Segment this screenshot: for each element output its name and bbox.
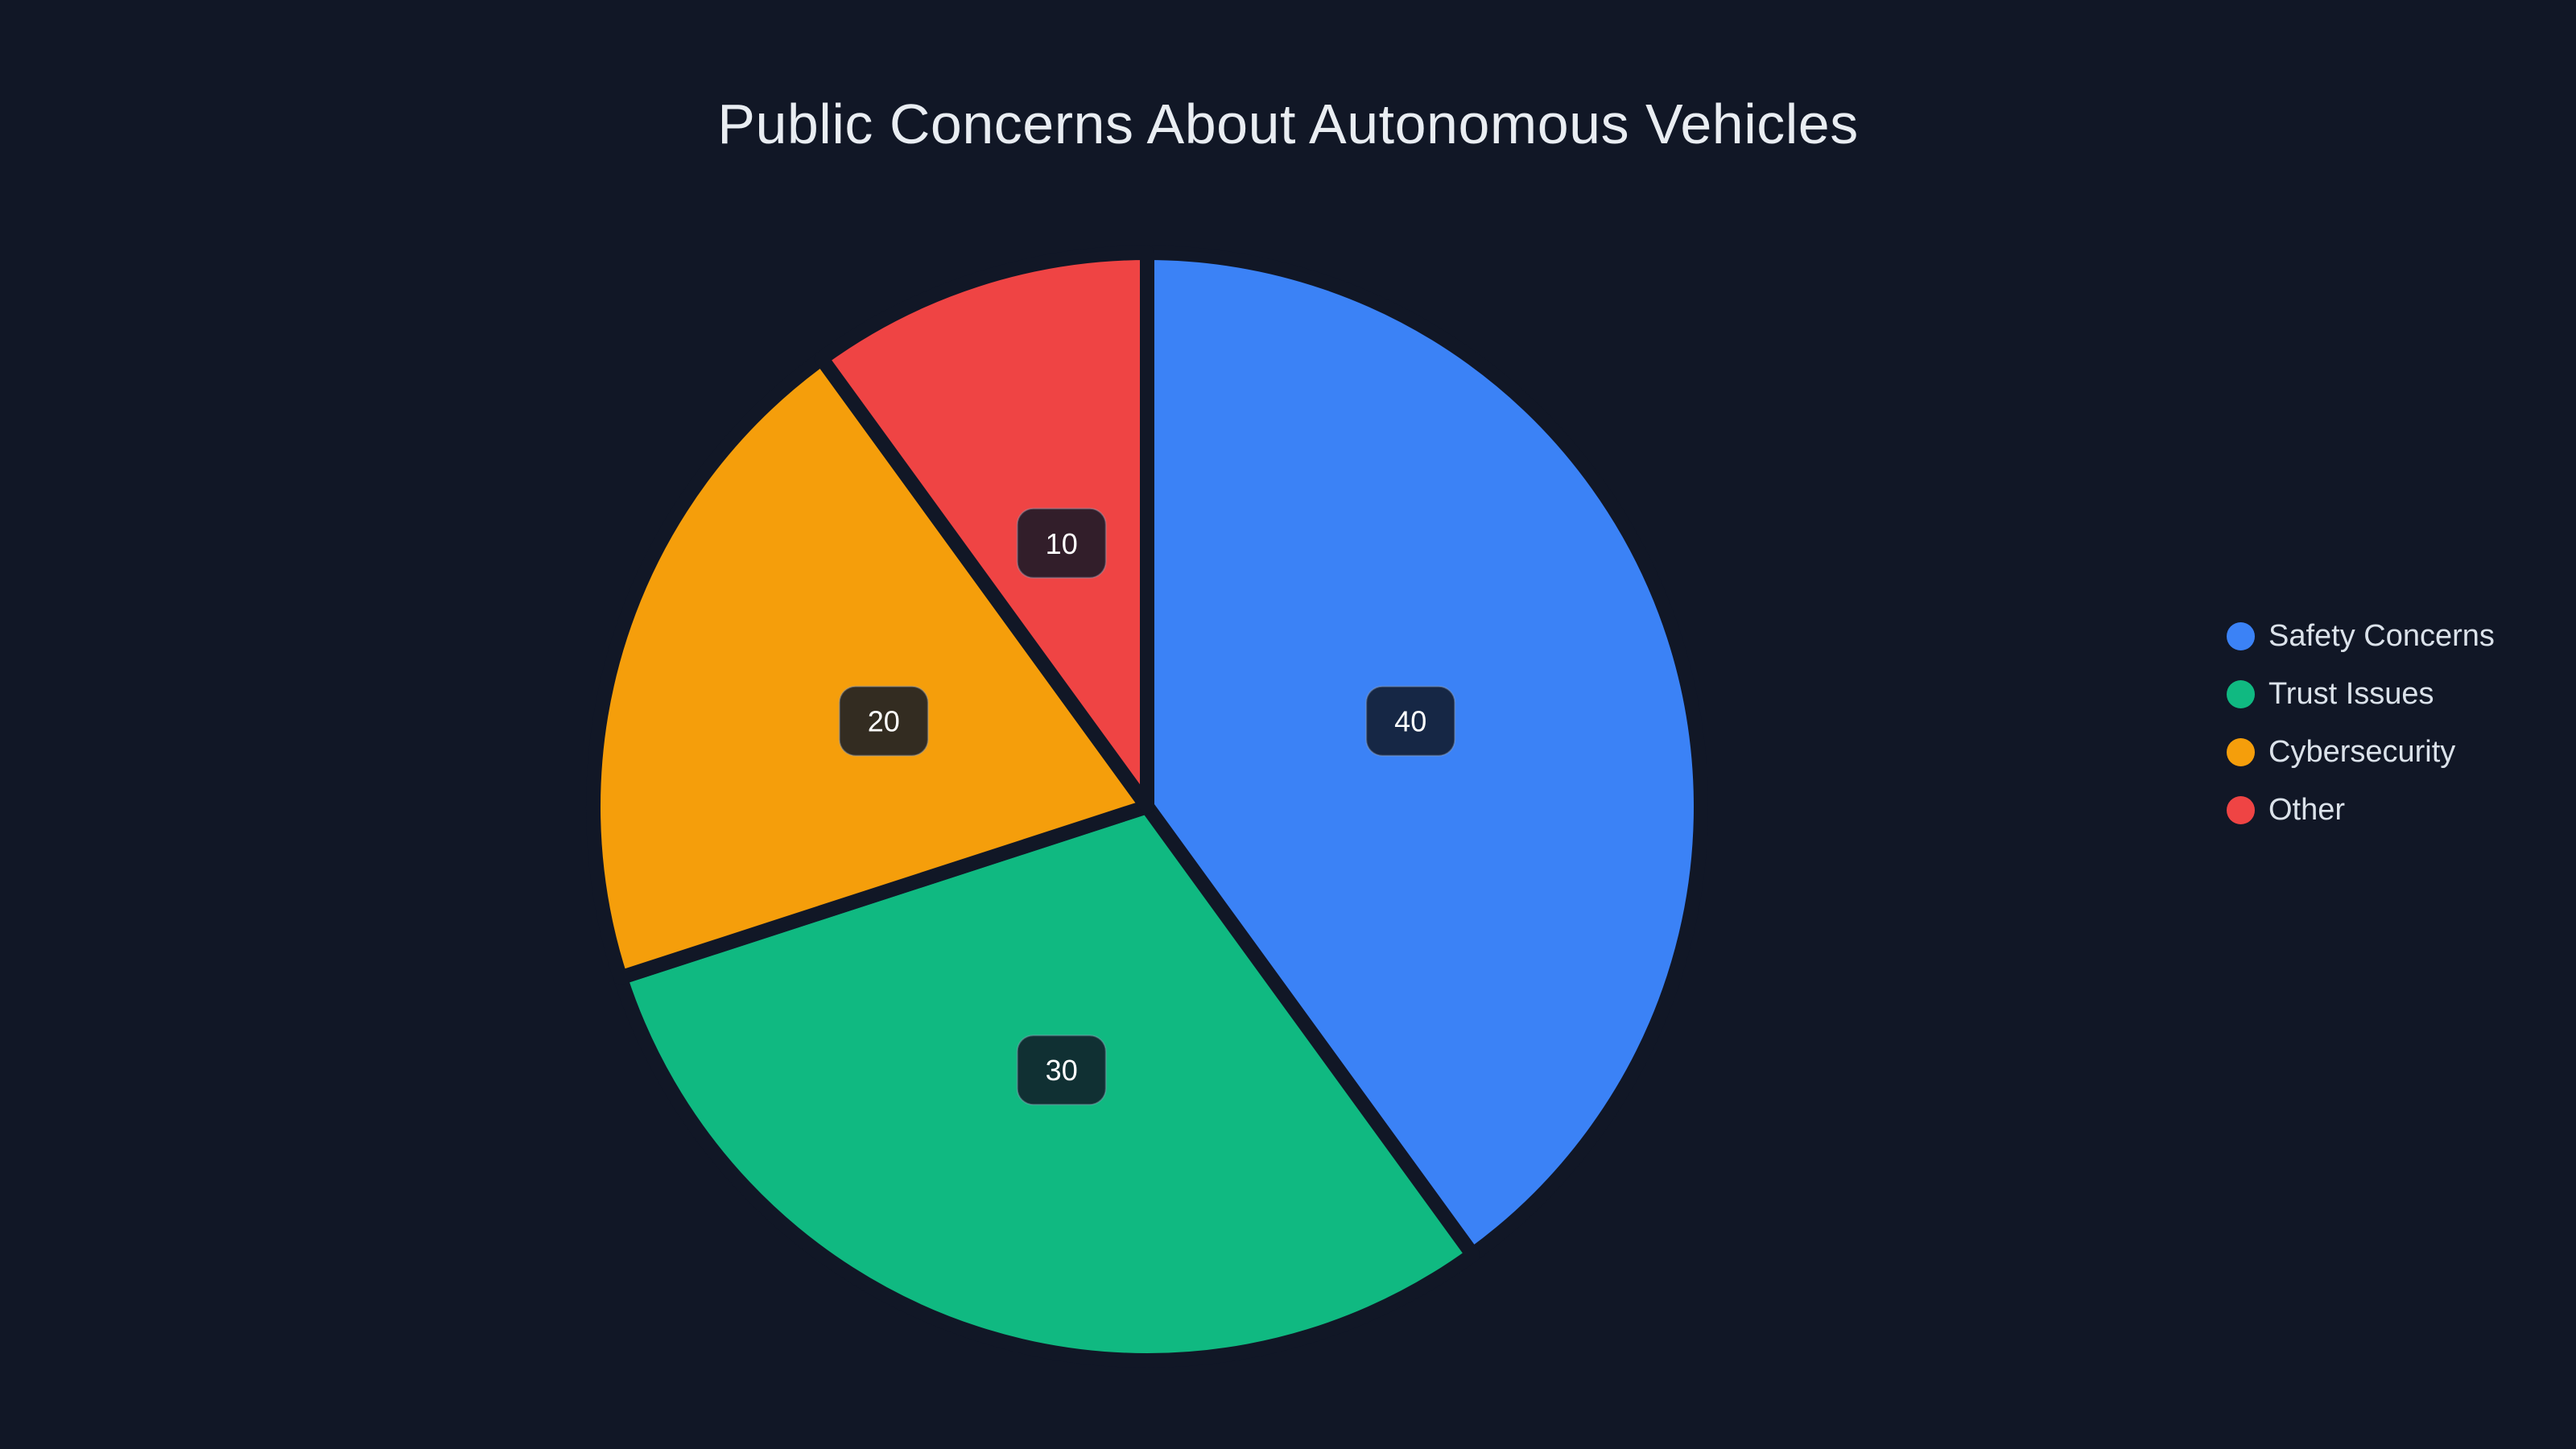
legend-swatch-icon: [2227, 679, 2255, 708]
chart-title: Public Concerns About Autonomous Vehicle…: [717, 93, 1859, 155]
svg-text:10: 10: [1046, 527, 1078, 560]
legend-swatch-icon: [2227, 795, 2255, 824]
legend-label: Safety Concerns: [2268, 618, 2495, 653]
pie-value-chip-trust-issues: 30: [1016, 1034, 1107, 1106]
legend-label: Trust Issues: [2268, 676, 2434, 711]
legend-item-cybersecurity[interactable]: Cybersecurity: [2227, 723, 2495, 781]
legend-swatch-icon: [2227, 621, 2255, 650]
svg-text:40: 40: [1394, 705, 1426, 738]
legend-label: Cybersecurity: [2268, 734, 2456, 769]
svg-text:20: 20: [868, 705, 900, 738]
legend-label: Other: [2268, 792, 2346, 827]
legend-item-other[interactable]: Other: [2227, 781, 2495, 839]
pie-slice-other[interactable]: [814, 246, 1154, 814]
legend-item-trust-issues[interactable]: Trust Issues: [2227, 665, 2495, 723]
pie-slice-cybersecurity[interactable]: [585, 351, 1154, 985]
pie-value-chip-cybersecurity: 20: [838, 685, 929, 757]
pie-value-chip-safety-concerns: 40: [1365, 685, 1456, 757]
legend-item-safety-concerns[interactable]: Safety Concerns: [2227, 607, 2495, 665]
svg-text:30: 30: [1046, 1054, 1078, 1087]
pie-value-chip-other: 10: [1016, 507, 1107, 579]
legend: Safety Concerns Trust Issues Cybersecuri…: [2227, 607, 2495, 839]
legend-swatch-icon: [2227, 737, 2255, 766]
